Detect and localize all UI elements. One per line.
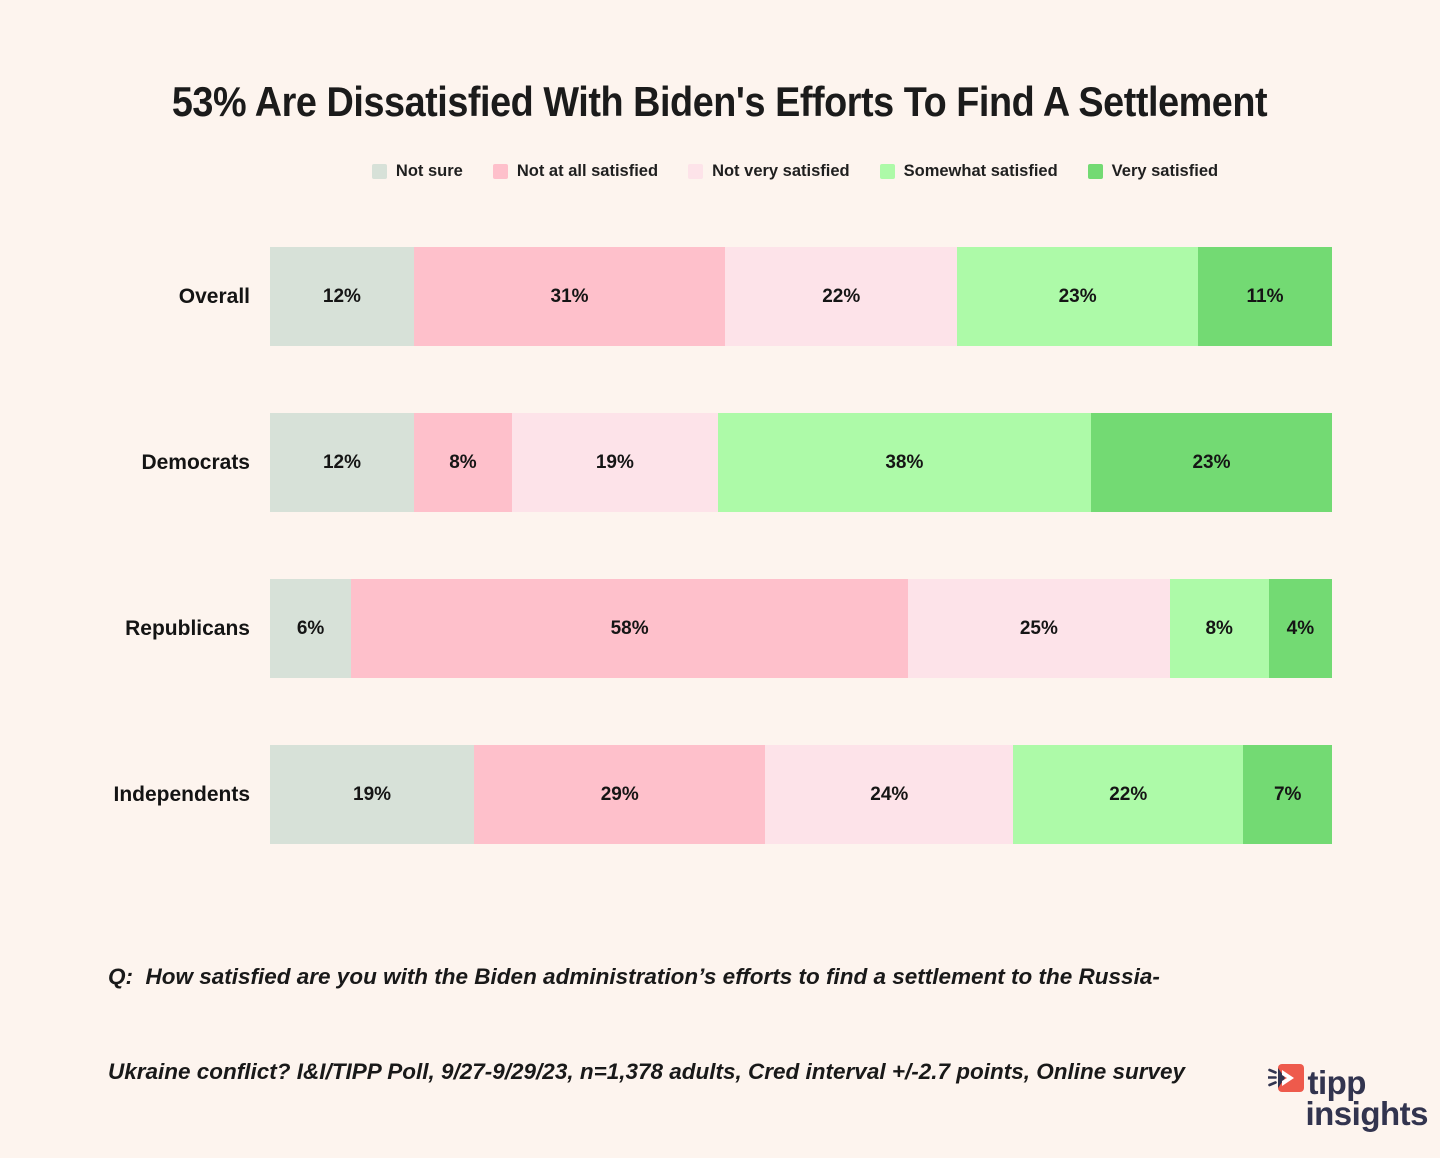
- chart-legend: Not sure Not at all satisfied Not very sat…: [0, 162, 1440, 181]
- bar-segment: 25%: [908, 579, 1170, 678]
- bar-segment: 24%: [765, 745, 1014, 844]
- bar-segment: 12%: [270, 413, 414, 512]
- survey-question: Q: How satisfied are you with the Biden …: [108, 898, 1332, 1150]
- bar-segment: 4%: [1268, 579, 1332, 678]
- bar-segment: 22%: [1013, 745, 1244, 844]
- legend-item: Not sure: [371, 162, 463, 181]
- bar-segment: 6%: [270, 579, 352, 678]
- legend-swatch-icon: [688, 164, 704, 179]
- bar-segment: 8%: [1169, 579, 1269, 678]
- legend-item: Not very satisfied: [688, 162, 850, 181]
- legend-item: Somewhat satisfied: [879, 162, 1058, 181]
- bar-segment: 7%: [1243, 745, 1332, 844]
- bar-segment: 23%: [957, 247, 1199, 346]
- bar-segment: 38%: [717, 413, 1092, 512]
- legend-label: Very satisfied: [1111, 162, 1219, 180]
- infographic-page: 53% Are Dissatisfied With Biden's Effort…: [0, 78, 1440, 1158]
- stacked-bar: 12% 31% 22% 23% 11%: [270, 247, 1332, 346]
- tipp-arrow-icon: [1267, 1063, 1305, 1101]
- legend-swatch-icon: [879, 164, 895, 179]
- legend-label: Not at all satisfied: [516, 162, 659, 180]
- survey-question-line2: Ukraine conflict? I&I/TIPP Poll, 9/27-9/…: [108, 1058, 1186, 1084]
- bar-segment: 31%: [413, 247, 726, 346]
- stacked-bar-chart: Overall 12% 31% 22% 23% 11% Democrats 12% 8% 19% 3…: [108, 247, 1332, 844]
- logo-word-tipp: tipp: [1307, 1063, 1366, 1101]
- page-title: 53% Are Dissatisfied With Biden's Effort…: [172, 78, 1268, 125]
- survey-question-line1: Q: How satisfied are you with the Biden …: [108, 964, 1160, 989]
- legend-label: Somewhat satisfied: [903, 162, 1058, 180]
- bar-segment: 58%: [351, 579, 909, 678]
- logo-word-insights: insights: [1305, 1095, 1428, 1132]
- legend-swatch-icon: [492, 164, 508, 179]
- chart-row: Overall 12% 31% 22% 23% 11%: [108, 247, 1332, 346]
- bar-segment: 8%: [413, 413, 512, 512]
- stacked-bar: 19% 29% 24% 22% 7%: [270, 745, 1332, 844]
- row-label: Independents: [113, 782, 250, 806]
- row-label: Democrats: [141, 450, 250, 474]
- legend-label: Not very satisfied: [712, 162, 850, 180]
- stacked-bar: 12% 8% 19% 38% 23%: [270, 413, 1332, 512]
- chart-row: Independents 19% 29% 24% 22% 7%: [108, 745, 1332, 844]
- stacked-bar: 6% 58% 25% 8% 4%: [270, 579, 1332, 678]
- bar-segment: 23%: [1091, 413, 1332, 512]
- bar-segment: 11%: [1198, 247, 1332, 346]
- legend-swatch-icon: [371, 164, 387, 179]
- legend-item: Very satisfied: [1087, 162, 1219, 181]
- row-label: Republicans: [125, 616, 250, 640]
- bar-segment: 12%: [270, 247, 414, 346]
- bar-segment: 22%: [725, 247, 958, 346]
- bar-segment: 19%: [270, 745, 475, 844]
- row-label: Overall: [178, 284, 250, 308]
- chart-row: Democrats 12% 8% 19% 38% 23%: [108, 413, 1332, 512]
- legend-label: Not sure: [395, 162, 463, 180]
- legend-swatch-icon: [1087, 164, 1103, 179]
- bar-segment: 19%: [511, 413, 718, 512]
- bar-segment: 29%: [474, 745, 766, 844]
- chart-row: Republicans 6% 58% 25% 8% 4%: [108, 579, 1332, 678]
- tipp-insights-logo: tipp insights: [1267, 1063, 1428, 1132]
- legend-item: Not at all satisfied: [492, 162, 659, 181]
